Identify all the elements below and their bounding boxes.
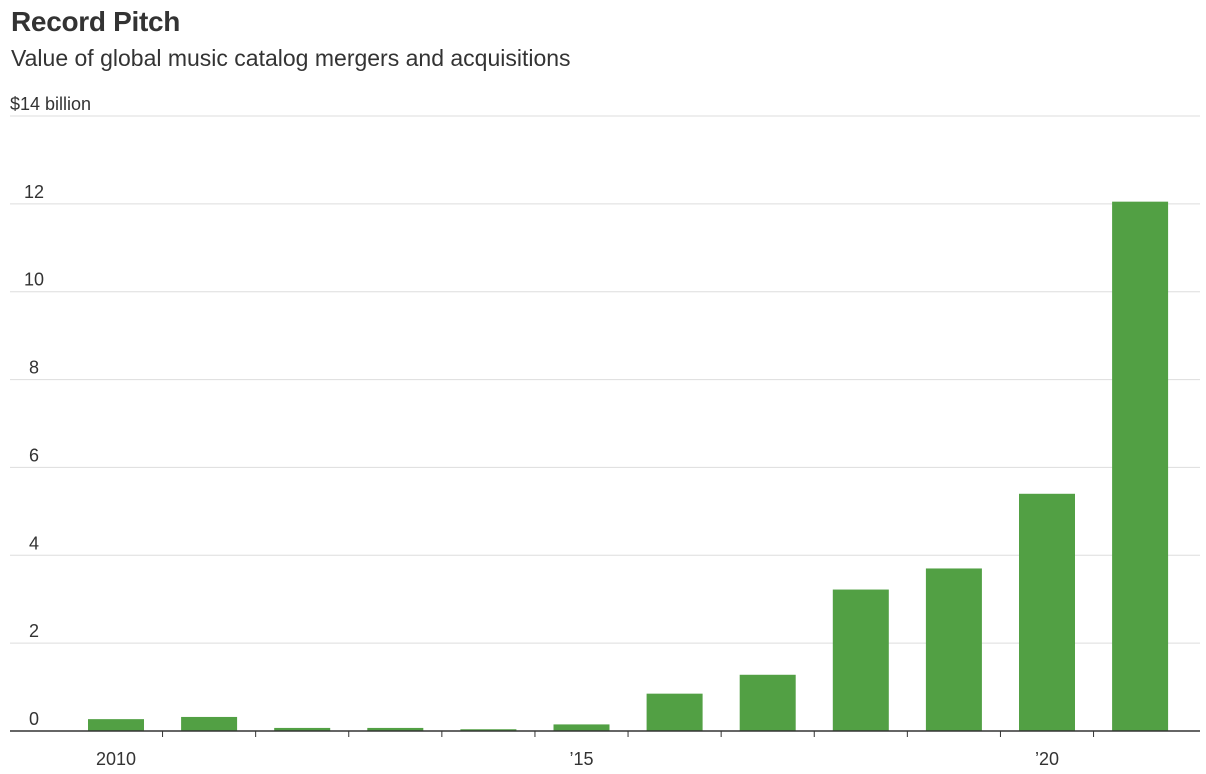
y-tick-label: 12 xyxy=(24,182,44,202)
y-tick-label: 8 xyxy=(29,358,39,378)
bar-2011 xyxy=(181,716,238,731)
chart-subtitle: Value of global music catalog mergers an… xyxy=(11,45,571,71)
bar-2012 xyxy=(274,727,331,731)
bar-2010 xyxy=(88,719,144,731)
x-axis: 2010 ’15 ’20 xyxy=(10,730,1200,769)
y-tick-label: 2 xyxy=(29,621,39,641)
bar-2014 xyxy=(460,729,517,731)
bar-2018 xyxy=(832,589,889,731)
bar-2019 xyxy=(925,568,982,731)
y-tick-label: 6 xyxy=(29,445,39,465)
bar-2013 xyxy=(367,727,424,731)
x-tick-label: ’20 xyxy=(1035,749,1059,769)
bar-2021 xyxy=(1112,201,1169,732)
x-tick-label: ’15 xyxy=(569,749,593,769)
bar-2015 xyxy=(553,724,610,731)
y-axis-labels: $14 billion 0 2 4 6 8 10 12 xyxy=(10,94,91,729)
bar-2016 xyxy=(646,693,703,731)
bars xyxy=(88,201,1169,732)
y-tick-label: 4 xyxy=(29,533,39,553)
bar-2020 xyxy=(1019,493,1075,731)
y-tick-label: 10 xyxy=(24,270,44,290)
gridlines xyxy=(10,115,1200,644)
bar-2017 xyxy=(739,674,796,731)
y-tick-label: 0 xyxy=(29,709,39,729)
chart-title: Record Pitch xyxy=(11,6,181,37)
y-tick-label: $14 billion xyxy=(10,94,91,114)
x-tick-label: 2010 xyxy=(96,749,136,769)
